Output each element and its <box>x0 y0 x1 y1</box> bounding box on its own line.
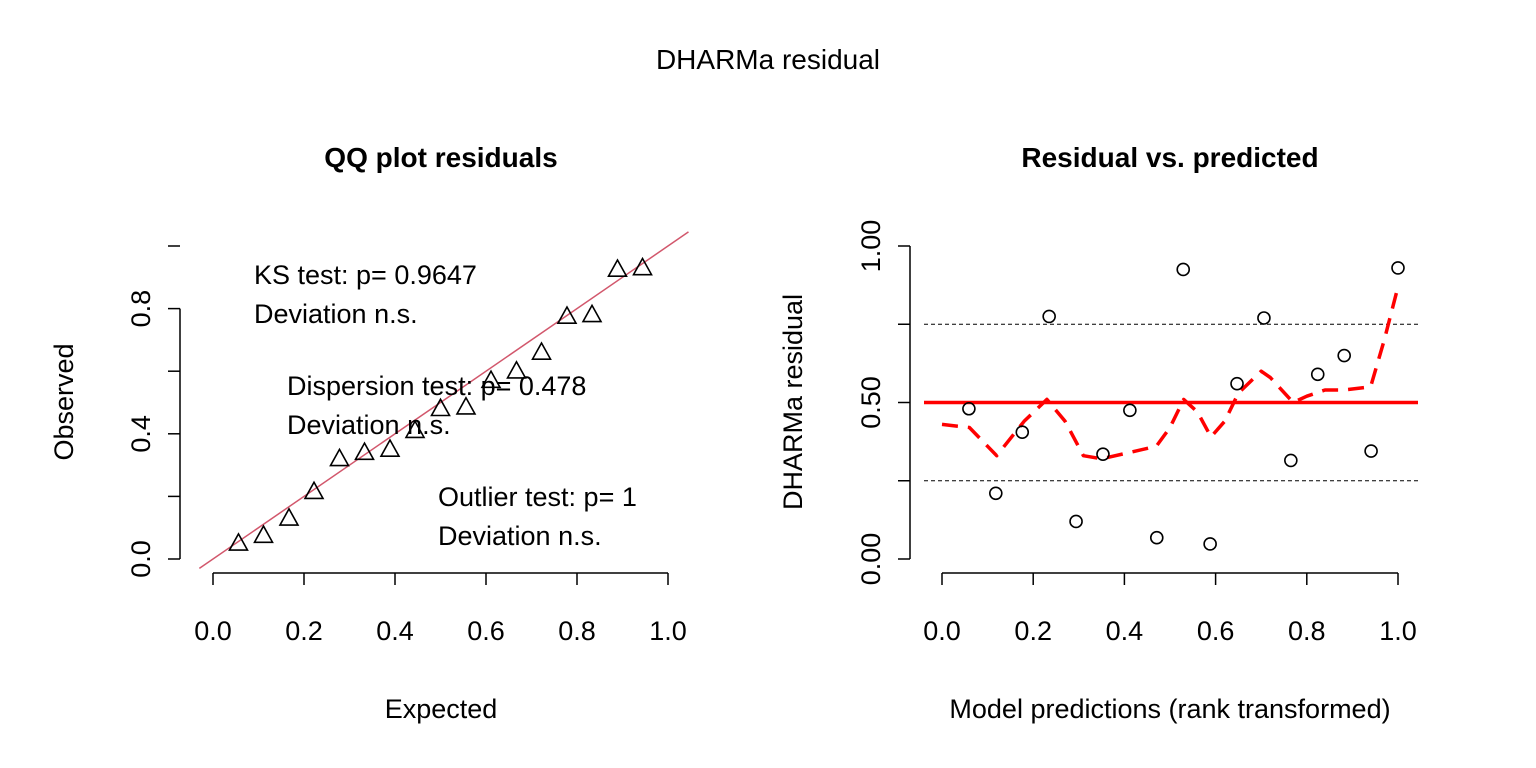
res-y-tick-label: 1.00 <box>856 220 886 273</box>
qq-point-triangle <box>278 507 300 526</box>
qq-point-triangle <box>379 438 401 458</box>
qq-points <box>228 256 653 551</box>
residual-x-axis-label: Model predictions (rank transformed) <box>949 694 1390 724</box>
res-x-tick-label: 0.0 <box>923 616 961 646</box>
qq-point-triangle <box>253 524 274 544</box>
residual-point-circle <box>1123 403 1137 418</box>
qq-y-tick-label: 0.0 <box>126 540 156 578</box>
residual-reference-lines <box>924 323 1418 482</box>
qq-y-tick-label: 0.4 <box>126 415 156 453</box>
dispersion-deviation-text: Deviation n.s. <box>287 410 451 440</box>
qq-x-tick-label: 0.4 <box>376 616 414 646</box>
qq-reference-line-segment <box>198 231 689 570</box>
outlier-deviation-text: Deviation n.s. <box>438 521 602 551</box>
res-x-tick-label: 0.2 <box>1014 616 1052 646</box>
residual-y-axis-label: DHARMa residual <box>778 294 808 510</box>
qq-reference-line <box>198 231 689 570</box>
residual-point-circle <box>962 401 976 416</box>
residual-point-circle <box>1015 425 1030 440</box>
residual-point-circle <box>1203 537 1217 551</box>
qq-point-triangle <box>228 532 249 551</box>
residual-point-circle <box>1096 447 1110 461</box>
qq-y-tick-label: 0.8 <box>126 290 156 328</box>
dispersion-test-text: Dispersion test: p= 0.478 <box>287 371 586 401</box>
qq-point-triangle <box>404 419 426 439</box>
qq-plot-title: QQ plot residuals <box>324 142 557 173</box>
residual-point-circle <box>1149 530 1164 545</box>
res-x-tick-label: 0.6 <box>1197 616 1235 646</box>
residual-vs-predicted-panel: Residual vs. predicted Model predictions… <box>778 142 1418 724</box>
res-x-tick-label: 1.0 <box>1379 616 1417 646</box>
smooth-spline-path <box>941 286 1400 461</box>
res-x-tick-label: 0.4 <box>1106 616 1144 646</box>
qq-point-triangle <box>632 256 653 276</box>
res-x-tick-label: 0.8 <box>1288 616 1326 646</box>
qq-point-triangle <box>581 303 603 323</box>
qq-y-axis-label: Observed <box>49 343 79 460</box>
qq-point-triangle <box>531 341 552 360</box>
qq-point-triangle <box>607 258 628 278</box>
qq-point-triangle <box>354 441 375 461</box>
qq-test-annotations: KS test: p= 0.9647 Deviation n.s. Disper… <box>254 260 637 551</box>
residual-plot-title: Residual vs. predicted <box>1021 142 1318 173</box>
qq-x-tick-label: 0.0 <box>194 616 232 646</box>
residual-points <box>962 261 1405 551</box>
qq-point-triangle <box>430 397 451 417</box>
qq-x-tick-label: 0.8 <box>558 616 596 646</box>
qq-x-tick-label: 0.2 <box>285 616 323 646</box>
ks-deviation-text: Deviation n.s. <box>254 299 418 329</box>
residual-point-circle <box>1176 262 1191 277</box>
residual-point-circle <box>1310 367 1325 382</box>
qq-point-triangle <box>480 369 502 389</box>
residual-point-circle <box>1230 376 1244 391</box>
qq-axes: 0.0 0.2 0.4 0.6 0.8 1.0 0.0 0.4 0.8 <box>126 245 687 646</box>
residual-point-circle <box>1364 444 1378 458</box>
qq-point-triangle <box>303 480 325 500</box>
residual-point-circle <box>1391 261 1405 275</box>
qq-point-triangle <box>455 396 477 415</box>
residual-point-circle <box>1337 348 1351 363</box>
ks-test-text: KS test: p= 0.9647 <box>254 260 477 290</box>
qq-x-axis-label: Expected <box>385 694 498 724</box>
qq-x-tick-label: 1.0 <box>649 616 687 646</box>
qq-x-tick-label: 0.6 <box>467 616 505 646</box>
res-y-tick-label: 0.50 <box>856 376 886 429</box>
residual-axes: 0.0 0.2 0.4 0.6 0.8 1.0 0.00 0.50 1.00 <box>856 220 1417 646</box>
res-y-tick-label: 0.00 <box>856 533 886 586</box>
qq-point-triangle <box>556 305 578 324</box>
qq-plot-panel: QQ plot residuals Expected Observed 0.0 0… <box>49 142 689 724</box>
figure-title: DHARMa residual <box>656 44 880 75</box>
qq-point-triangle <box>329 447 350 467</box>
residual-point-circle <box>1284 453 1298 468</box>
residual-point-circle <box>989 486 1003 501</box>
outlier-test-text: Outlier test: p= 1 <box>438 482 637 512</box>
qq-point-triangle <box>506 360 527 379</box>
residual-point-circle <box>1042 309 1056 324</box>
residual-point-circle <box>1069 514 1083 529</box>
residual-smooth-line <box>941 286 1400 461</box>
residual-point-circle <box>1257 311 1271 325</box>
